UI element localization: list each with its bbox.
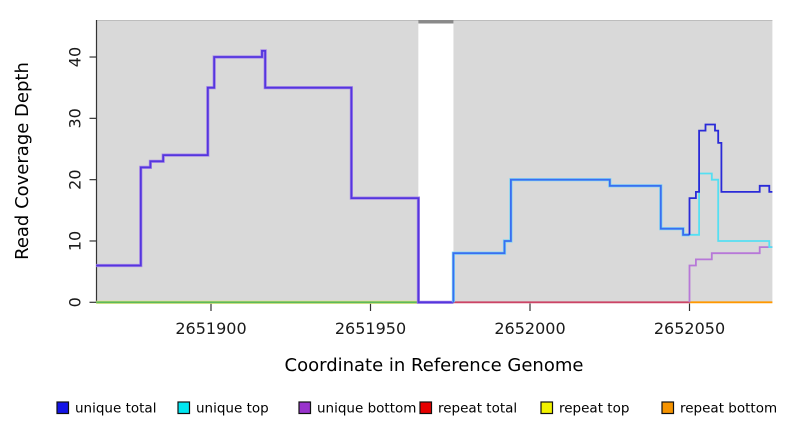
legend-item-unique-bottom: unique bottom — [298, 401, 416, 417]
chart-legend: unique total unique top unique bottom repea… — [56, 401, 777, 417]
legend-swatch-unique-top — [177, 401, 191, 415]
y-tick-label: 0 — [66, 297, 85, 307]
x-axis-label: Coordinate in Reference Genome — [285, 355, 584, 376]
x-tick-label: 2651950 — [335, 319, 406, 338]
y-axis-label: Read Coverage Depth — [12, 62, 33, 260]
x-tick-label: 2652000 — [494, 319, 565, 338]
series-line-main-right-bright — [452, 178, 690, 303]
legend-swatch-repeat-bottom — [661, 401, 675, 415]
coverage-gap-cap — [418, 20, 454, 24]
legend-label: repeat bottom — [680, 401, 777, 417]
legend-swatch-unique-bottom — [298, 401, 312, 415]
legend-swatch-repeat-top — [540, 401, 554, 415]
legend-label: unique bottom — [317, 401, 416, 417]
series-line-main-right-dark — [688, 123, 773, 235]
y-tick-label: 20 — [66, 169, 85, 189]
coverage-gap-region — [418, 21, 454, 303]
legend-label: unique top — [196, 401, 269, 417]
series-line-main-left — [96, 50, 454, 304]
legend-label: repeat top — [559, 401, 629, 417]
legend-label: unique total — [75, 401, 156, 417]
legend-item-repeat-bottom: repeat bottom — [661, 401, 777, 417]
legend-item-unique-total: unique total — [56, 401, 156, 417]
y-tick-label: 30 — [66, 108, 85, 128]
legend-swatch-unique-total — [56, 401, 70, 415]
series-line-unique-bottom-right — [688, 246, 773, 303]
legend-item-unique-top: unique top — [177, 401, 269, 417]
legend-item-repeat-total: repeat total — [419, 401, 517, 417]
y-tick-label: 40 — [66, 47, 85, 67]
series-line-unique-top-right — [683, 172, 773, 248]
legend-item-repeat-top: repeat top — [540, 401, 629, 417]
x-tick-label: 2652050 — [654, 319, 725, 338]
x-tick-label: 2651900 — [175, 319, 246, 338]
legend-label: repeat total — [438, 401, 517, 417]
y-tick-label: 10 — [66, 231, 85, 251]
legend-swatch-repeat-total — [419, 401, 433, 415]
